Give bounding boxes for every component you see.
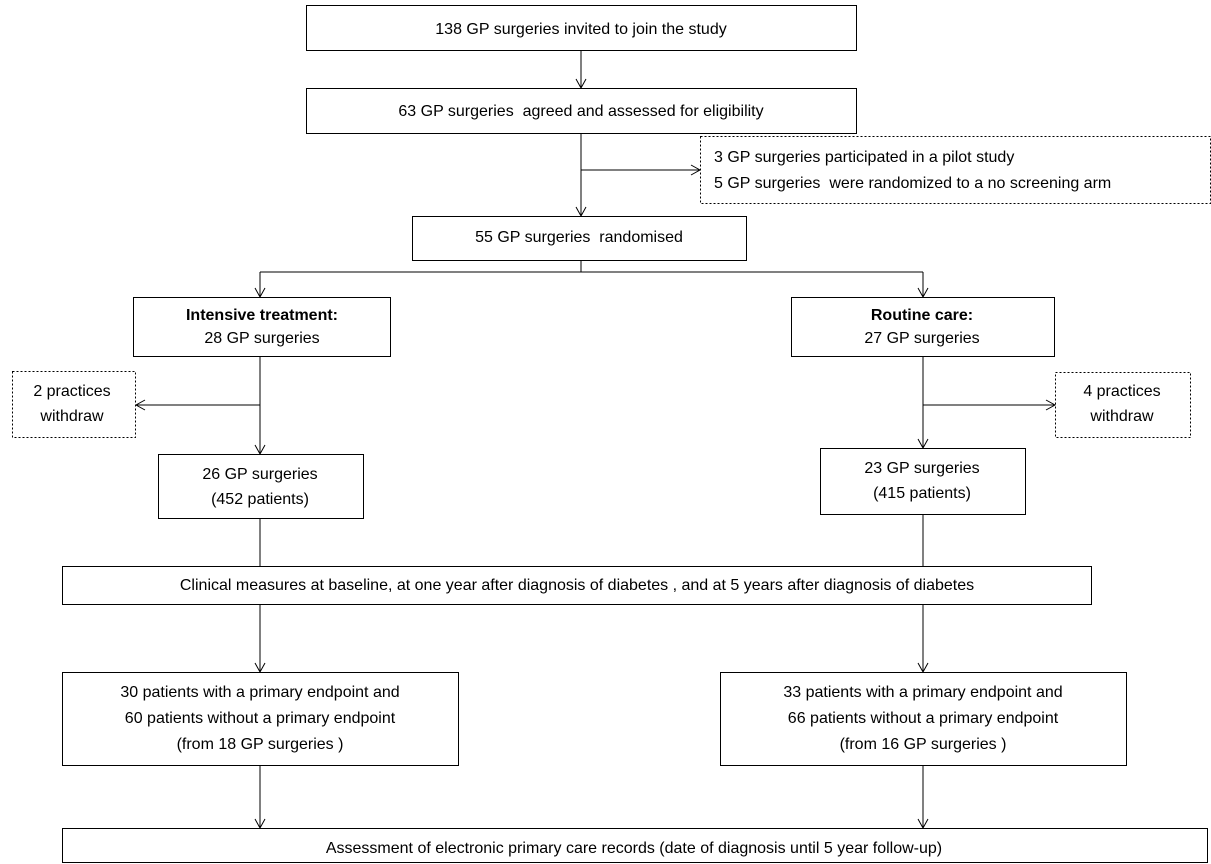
node-text: 26 GP surgeries <box>202 466 317 483</box>
node-text: Intensive treatment: <box>186 307 338 324</box>
node-text: (from 18 GP surgeries ) <box>177 736 344 753</box>
node-text: 33 patients with a primary endpoint and <box>783 684 1062 701</box>
boxes <box>12 5 1211 863</box>
node-text: 66 patients without a primary endpoint <box>788 710 1059 727</box>
node-text: withdraw <box>39 408 104 425</box>
box <box>306 88 857 134</box>
box <box>62 828 1208 863</box>
node-text: (from 16 GP surgeries ) <box>840 736 1007 753</box>
box <box>306 5 857 51</box>
node-text: 4 practices <box>1083 383 1160 400</box>
node-text: 63 GP surgeries agreed and assessed for … <box>398 103 763 120</box>
node-text: 60 patients without a primary endpoint <box>125 710 396 727</box>
node-text: 2 practices <box>33 383 110 400</box>
node-text: withdraw <box>1089 408 1154 425</box>
node-text: Assessment of electronic primary care re… <box>326 840 942 857</box>
box <box>133 297 391 357</box>
labels: 138 GP surgeries invited to join the stu… <box>33 21 1160 857</box>
node-text: Routine care: <box>871 307 973 324</box>
box <box>791 297 1055 357</box>
side-box <box>1055 372 1191 438</box>
node-text: 30 patients with a primary endpoint and <box>120 684 399 701</box>
box <box>158 454 364 519</box>
box <box>412 216 747 261</box>
node-text: 55 GP surgeries randomised <box>475 229 683 246</box>
side-box <box>12 371 136 438</box>
box <box>720 672 1127 766</box>
node-text: 5 GP surgeries were randomized to a no s… <box>714 175 1111 192</box>
connectors <box>134 50 1057 830</box>
node-text: (415 patients) <box>873 485 971 502</box>
side-box <box>700 136 1211 204</box>
box <box>62 566 1092 605</box>
node-text: 28 GP surgeries <box>204 330 319 347</box>
node-text: 27 GP surgeries <box>864 330 979 347</box>
node-text: 138 GP surgeries invited to join the stu… <box>435 21 726 38</box>
box <box>820 448 1026 515</box>
node-text: 23 GP surgeries <box>864 460 979 477</box>
node-text: Clinical measures at baseline, at one ye… <box>180 577 974 594</box>
box <box>62 672 459 766</box>
node-text: (452 patients) <box>211 491 309 508</box>
node-text: 3 GP surgeries participated in a pilot s… <box>714 149 1014 166</box>
